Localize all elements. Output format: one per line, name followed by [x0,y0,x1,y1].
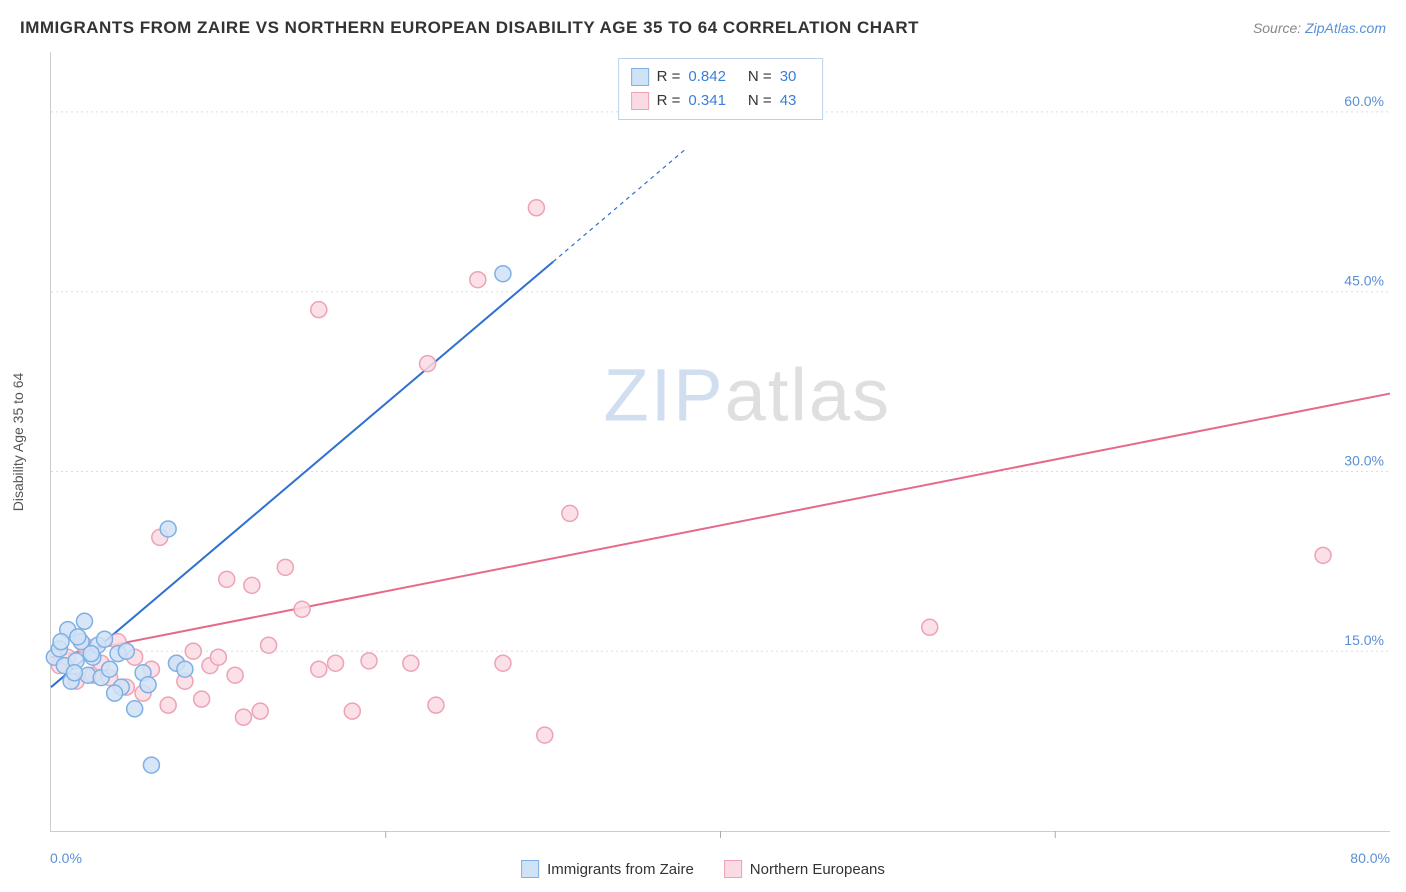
n-label-1: N = [748,89,772,113]
stats-box: R = 0.842 N = 30 R = 0.341 N = 43 [618,58,824,120]
plot-area: 15.0%30.0%45.0%60.0% ZIPatlas R = 0.842 … [50,52,1390,832]
swatch-series-0 [631,68,649,86]
bottom-legend: Immigrants from Zaire Northern Europeans [521,860,885,878]
svg-text:15.0%: 15.0% [1344,632,1384,648]
plot-wrapper: Disability Age 35 to 64 15.0%30.0%45.0%6… [50,52,1390,832]
legend-item-1: Northern Europeans [724,860,885,878]
n-value-0: 30 [780,65,797,89]
plot-svg: 15.0% 30.0% 45.0% 60.0% [51,52,1390,831]
svg-text:45.0%: 45.0% [1344,273,1384,289]
r-label-0: R = [657,65,681,89]
legend-swatch-1 [724,860,742,878]
source-text: Source: ZipAtlas.com [1253,20,1386,36]
n-label-0: N = [748,65,772,89]
legend-swatch-0 [521,860,539,878]
r-label-1: R = [657,89,681,113]
source-link[interactable]: ZipAtlas.com [1305,20,1386,36]
legend-label-1: Northern Europeans [750,861,885,878]
r-value-1: 0.341 [688,89,726,113]
swatch-series-1 [631,92,649,110]
stats-row-0: R = 0.842 N = 30 [631,65,811,89]
svg-text:60.0%: 60.0% [1344,93,1384,109]
n-value-1: 43 [780,89,797,113]
r-value-0: 0.842 [688,65,726,89]
legend-label-0: Immigrants from Zaire [547,861,694,878]
source-prefix: Source: [1253,20,1305,36]
header-row: IMMIGRANTS FROM ZAIRE VS NORTHERN EUROPE… [20,18,1386,38]
chart-title: IMMIGRANTS FROM ZAIRE VS NORTHERN EUROPE… [20,18,919,38]
svg-text:30.0%: 30.0% [1344,452,1384,468]
x-axis-min-label: 0.0% [50,850,82,866]
chart-container: IMMIGRANTS FROM ZAIRE VS NORTHERN EUROPE… [0,0,1406,892]
x-axis-max-label: 80.0% [1350,850,1390,866]
legend-item-0: Immigrants from Zaire [521,860,694,878]
stats-row-1: R = 0.341 N = 43 [631,89,811,113]
y-axis-label: Disability Age 35 to 64 [10,373,26,512]
